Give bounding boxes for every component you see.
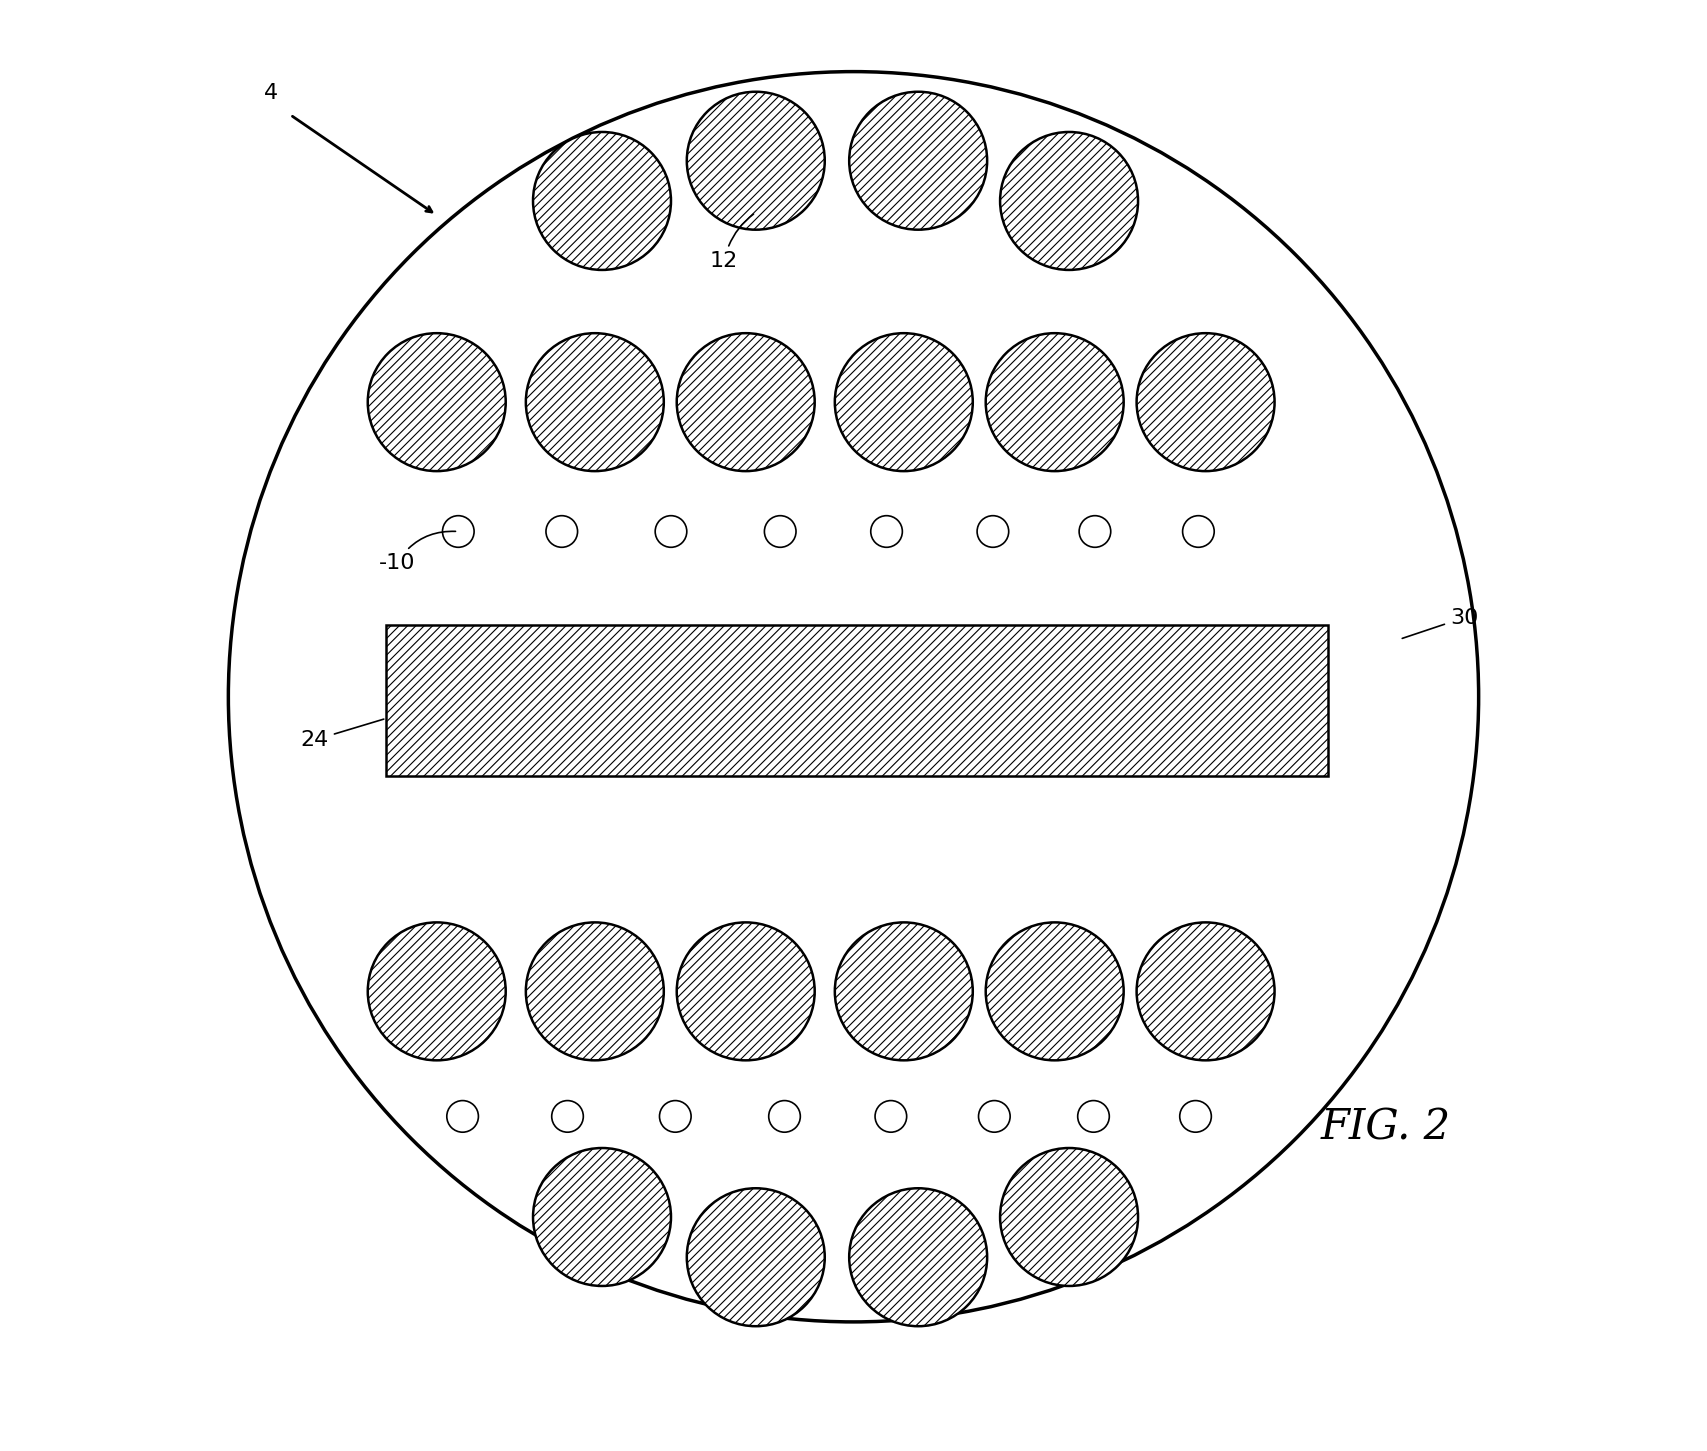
Circle shape bbox=[871, 515, 903, 547]
Circle shape bbox=[1079, 515, 1111, 547]
Circle shape bbox=[835, 923, 973, 1061]
Text: 24: 24 bbox=[300, 720, 384, 750]
Circle shape bbox=[1137, 334, 1275, 472]
Circle shape bbox=[442, 515, 475, 547]
Circle shape bbox=[876, 1101, 906, 1132]
Text: -10: -10 bbox=[379, 531, 456, 573]
Circle shape bbox=[686, 1188, 824, 1326]
Circle shape bbox=[655, 515, 686, 547]
Text: 12: 12 bbox=[710, 215, 753, 271]
Circle shape bbox=[985, 334, 1123, 472]
Circle shape bbox=[447, 1101, 478, 1132]
Circle shape bbox=[551, 1101, 584, 1132]
Circle shape bbox=[768, 1101, 801, 1132]
Circle shape bbox=[1000, 1148, 1139, 1286]
Circle shape bbox=[1183, 515, 1214, 547]
Circle shape bbox=[978, 1101, 1011, 1132]
Circle shape bbox=[367, 923, 505, 1061]
Circle shape bbox=[848, 1188, 987, 1326]
Text: 30: 30 bbox=[1401, 608, 1478, 638]
Text: 4: 4 bbox=[265, 83, 278, 103]
Circle shape bbox=[1077, 1101, 1110, 1132]
Circle shape bbox=[1137, 923, 1275, 1061]
Circle shape bbox=[848, 91, 987, 229]
Circle shape bbox=[765, 515, 795, 547]
Circle shape bbox=[976, 515, 1009, 547]
Bar bbox=[386, 625, 1328, 776]
Circle shape bbox=[546, 515, 577, 547]
Circle shape bbox=[659, 1101, 691, 1132]
Circle shape bbox=[985, 923, 1123, 1061]
Circle shape bbox=[676, 923, 814, 1061]
Circle shape bbox=[533, 1148, 671, 1286]
Circle shape bbox=[526, 923, 664, 1061]
Circle shape bbox=[835, 334, 973, 472]
Circle shape bbox=[676, 334, 814, 472]
Circle shape bbox=[1180, 1101, 1212, 1132]
Circle shape bbox=[526, 334, 664, 472]
Circle shape bbox=[229, 71, 1478, 1322]
Circle shape bbox=[533, 132, 671, 270]
Circle shape bbox=[686, 91, 824, 229]
Circle shape bbox=[1000, 132, 1139, 270]
Circle shape bbox=[367, 334, 505, 472]
Text: FIG. 2: FIG. 2 bbox=[1321, 1107, 1451, 1149]
